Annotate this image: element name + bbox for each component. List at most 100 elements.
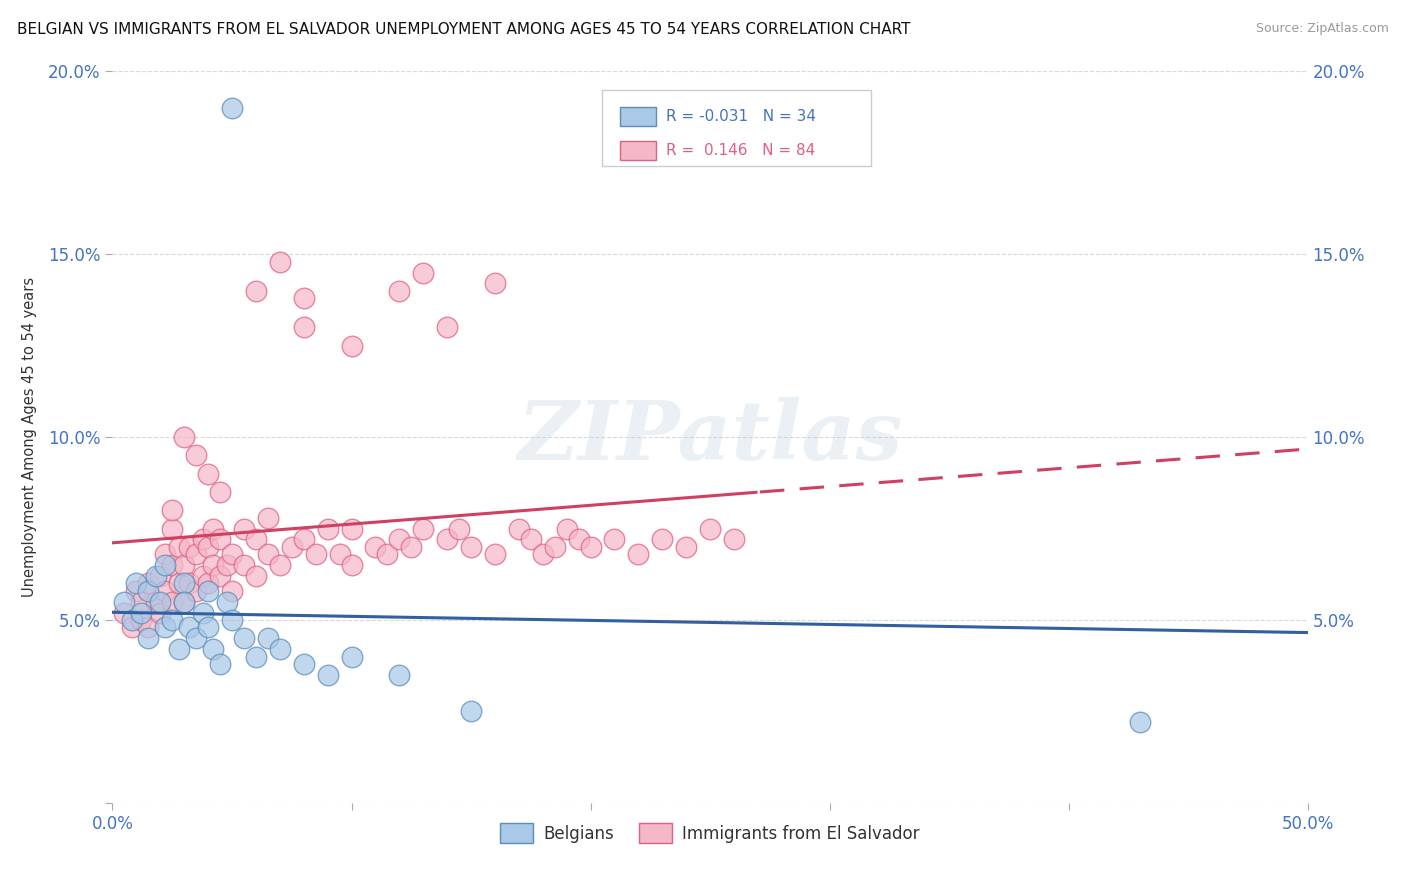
Point bbox=[169, 642, 191, 657]
Point bbox=[162, 503, 183, 517]
Point bbox=[209, 657, 232, 671]
Point bbox=[121, 613, 143, 627]
Point bbox=[162, 521, 183, 535]
Point bbox=[153, 558, 176, 573]
Point bbox=[173, 576, 195, 591]
Point bbox=[209, 485, 232, 500]
Point bbox=[508, 521, 530, 535]
Point bbox=[221, 101, 243, 115]
Point bbox=[447, 521, 470, 535]
Point bbox=[186, 448, 208, 462]
Point bbox=[221, 613, 243, 627]
Bar bbox=[620, 106, 657, 126]
Point bbox=[221, 547, 243, 561]
Point bbox=[233, 521, 256, 535]
Point bbox=[412, 521, 434, 535]
Point bbox=[568, 533, 591, 547]
Point bbox=[169, 540, 191, 554]
Text: BELGIAN VS IMMIGRANTS FROM EL SALVADOR UNEMPLOYMENT AMONG AGES 45 TO 54 YEARS CO: BELGIAN VS IMMIGRANTS FROM EL SALVADOR U… bbox=[17, 22, 910, 37]
Point bbox=[153, 583, 176, 598]
Point bbox=[340, 649, 363, 664]
Point bbox=[305, 547, 328, 561]
Text: ZIPatlas: ZIPatlas bbox=[517, 397, 903, 477]
Point bbox=[388, 533, 411, 547]
Point bbox=[364, 540, 387, 554]
Point bbox=[217, 558, 239, 573]
Bar bbox=[620, 141, 657, 160]
Point bbox=[233, 558, 256, 573]
Point bbox=[388, 667, 411, 681]
Point bbox=[153, 620, 176, 634]
Point bbox=[173, 594, 195, 608]
Point bbox=[197, 540, 219, 554]
FancyBboxPatch shape bbox=[603, 90, 872, 167]
Point bbox=[269, 642, 291, 657]
Point bbox=[436, 533, 458, 547]
Point bbox=[177, 540, 200, 554]
Point bbox=[186, 547, 208, 561]
Point bbox=[412, 266, 434, 280]
Point bbox=[114, 606, 135, 620]
Point bbox=[125, 583, 148, 598]
Point bbox=[269, 254, 291, 268]
Point bbox=[340, 338, 363, 352]
Point bbox=[460, 705, 482, 719]
Point bbox=[257, 547, 280, 561]
Point bbox=[173, 594, 195, 608]
Point bbox=[197, 576, 219, 591]
Point bbox=[197, 583, 219, 598]
Point bbox=[436, 320, 458, 334]
Point bbox=[401, 540, 423, 554]
Point bbox=[233, 632, 256, 646]
Point bbox=[603, 533, 626, 547]
Point bbox=[340, 558, 363, 573]
Point bbox=[149, 569, 172, 583]
Point bbox=[555, 521, 578, 535]
Point bbox=[162, 613, 183, 627]
Point bbox=[281, 540, 304, 554]
Point bbox=[221, 583, 243, 598]
Point bbox=[245, 649, 267, 664]
Point bbox=[209, 533, 232, 547]
Point bbox=[186, 583, 208, 598]
Point bbox=[201, 642, 224, 657]
Point bbox=[316, 521, 339, 535]
Y-axis label: Unemployment Among Ages 45 to 54 years: Unemployment Among Ages 45 to 54 years bbox=[22, 277, 37, 597]
Point bbox=[245, 569, 267, 583]
Point bbox=[329, 547, 352, 561]
Point bbox=[627, 547, 650, 561]
Point bbox=[543, 540, 565, 554]
Text: R =  0.146   N = 84: R = 0.146 N = 84 bbox=[666, 143, 815, 158]
Point bbox=[292, 320, 315, 334]
Point bbox=[121, 620, 143, 634]
Point bbox=[173, 558, 195, 573]
Point bbox=[292, 657, 315, 671]
Point bbox=[129, 606, 152, 620]
Point bbox=[340, 521, 363, 535]
Point bbox=[579, 540, 602, 554]
Point bbox=[149, 594, 172, 608]
Point bbox=[292, 291, 315, 305]
Point bbox=[145, 594, 167, 608]
Point bbox=[245, 284, 267, 298]
Point bbox=[145, 569, 167, 583]
Point bbox=[193, 569, 215, 583]
Point bbox=[531, 547, 554, 561]
Point bbox=[245, 533, 267, 547]
Point bbox=[162, 594, 183, 608]
Point bbox=[153, 547, 176, 561]
Point bbox=[484, 547, 506, 561]
Point bbox=[651, 533, 673, 547]
Point bbox=[257, 510, 280, 524]
Legend: Belgians, Immigrants from El Salvador: Belgians, Immigrants from El Salvador bbox=[494, 817, 927, 849]
Point bbox=[193, 533, 215, 547]
Point bbox=[520, 533, 543, 547]
Point bbox=[129, 594, 152, 608]
Text: Source: ZipAtlas.com: Source: ZipAtlas.com bbox=[1256, 22, 1389, 36]
Point bbox=[723, 533, 745, 547]
Point bbox=[388, 284, 411, 298]
Point bbox=[1129, 715, 1152, 730]
Point bbox=[169, 576, 191, 591]
Point bbox=[193, 606, 215, 620]
Point bbox=[217, 594, 239, 608]
